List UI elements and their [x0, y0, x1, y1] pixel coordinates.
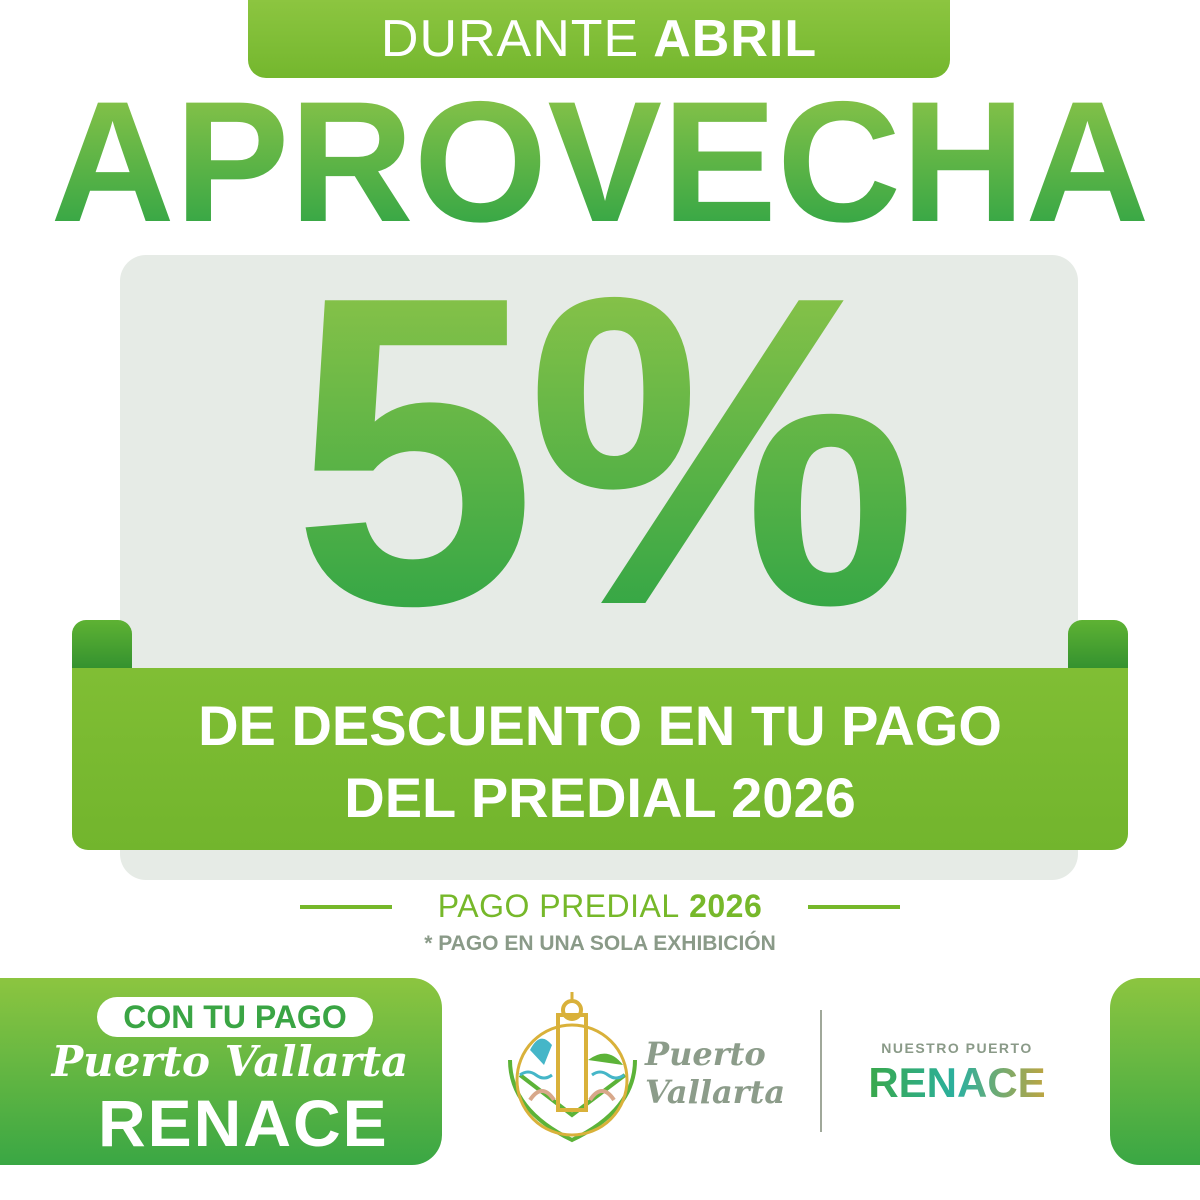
predial-label-text: PAGO PREDIAL	[437, 888, 680, 924]
top-banner-month: ABRIL	[653, 10, 818, 68]
predial-label: PAGO PREDIAL 2026	[0, 887, 1200, 925]
campaign-pill: CON TU PAGO	[97, 997, 373, 1037]
predial-label-year: 2026	[689, 888, 763, 924]
logo-divider	[820, 1010, 822, 1132]
logo-text: Puerto Vallarta	[645, 1035, 785, 1111]
campaign-city: Puerto Vallarta	[51, 1037, 409, 1086]
slogan-big: RENACE	[862, 1060, 1052, 1106]
top-banner-text: DURANTE	[380, 10, 640, 68]
logo-line-1: Puerto	[645, 1035, 766, 1073]
ribbon: DE DESCUENTO EN TU PAGO DEL PREDIAL 2026	[72, 668, 1128, 850]
divider-line-left	[300, 905, 392, 909]
ribbon-line-1: DE DESCUENTO EN TU PAGO	[198, 694, 1002, 757]
lighthouse-anchor-shield-icon	[508, 992, 637, 1143]
payment-note: * PAGO EN UNA SOLA EXHIBICIÓN	[424, 932, 776, 955]
divider-line-right	[808, 905, 900, 909]
side-box	[1110, 978, 1200, 1165]
slogan-small: NUESTRO PUERTO	[881, 1040, 1033, 1056]
discount-value: 5%	[0, 232, 1200, 672]
headline: APROVECHA	[0, 76, 1200, 248]
campaign-word: RENACE	[98, 1086, 389, 1160]
ribbon-line-2: DEL PREDIAL 2026	[344, 766, 856, 829]
logo-line-2: Vallarta	[645, 1073, 786, 1111]
top-banner: DURANTE ABRIL	[248, 0, 950, 78]
